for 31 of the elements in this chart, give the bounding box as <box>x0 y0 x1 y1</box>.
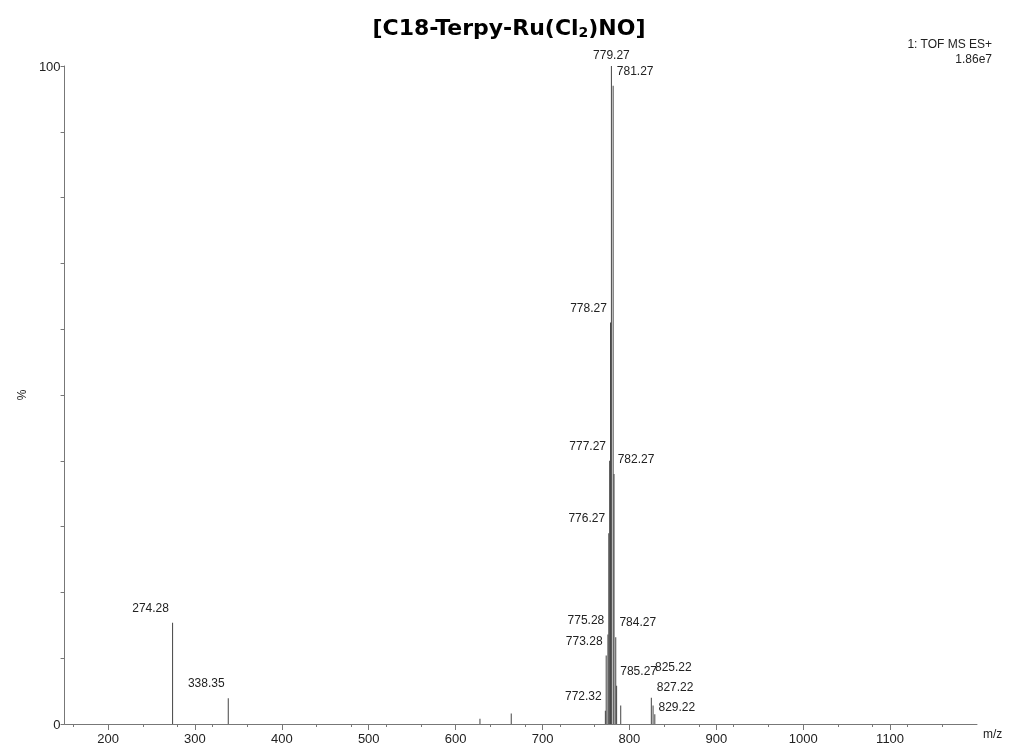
annotation: 775.28 <box>567 612 605 627</box>
x-tick-label: 1100 <box>876 731 905 746</box>
text: 1: TOF MS ES+ <box>907 37 992 51</box>
y-tick-label: 0 <box>53 716 61 732</box>
x-axis-title: m/z <box>983 727 1003 741</box>
annotation: 776.27 <box>568 511 606 526</box>
x-tick-label: 400 <box>270 731 293 746</box>
x-tick-label: 200 <box>97 731 119 746</box>
annotation: 781.27 <box>616 63 654 78</box>
y-tick-label: 100 <box>38 58 61 74</box>
annotation: 782.27 <box>617 451 655 466</box>
text: 1.86e7 <box>955 52 993 66</box>
x-tick-label: 500 <box>357 731 380 746</box>
annotation: 784.27 <box>619 615 657 630</box>
x-tick-label: 700 <box>531 731 554 746</box>
x-tick-label: 800 <box>618 731 641 746</box>
x-tick-label: 300 <box>184 731 206 746</box>
annotation: 827.22 <box>656 679 694 694</box>
chart-title: [C18-Terpy-Ru(Cl2)NO] <box>372 14 646 40</box>
annotation: 778.27 <box>570 300 608 315</box>
annotation: 779.27 <box>593 48 631 62</box>
annotation: 777.27 <box>569 438 607 453</box>
x-tick-label: 1000 <box>788 731 818 746</box>
annotation: 829.22 <box>658 700 696 715</box>
x-tick-label: 900 <box>705 731 728 746</box>
annotation: 338.35 <box>187 676 225 691</box>
annotation: 772.32 <box>565 688 603 703</box>
y-axis-title: % <box>15 389 29 401</box>
annotation: 773.28 <box>565 633 603 648</box>
x-tick-label: 600 <box>444 731 467 746</box>
annotation: 274.28 <box>132 600 170 615</box>
